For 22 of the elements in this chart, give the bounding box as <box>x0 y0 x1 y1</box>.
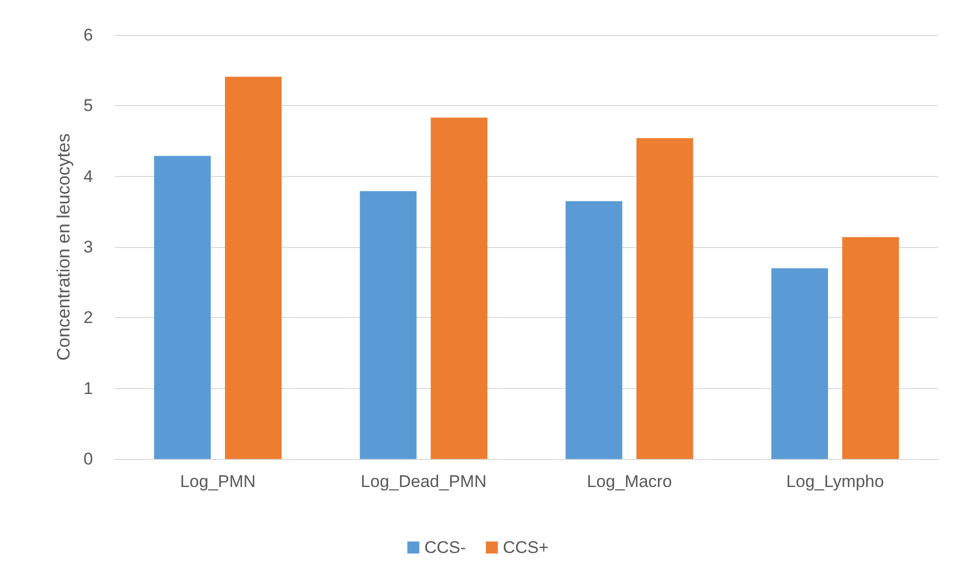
legend-label: CCS- <box>424 538 466 557</box>
bar <box>636 138 694 459</box>
bar <box>771 268 828 459</box>
legend-label: CCS+ <box>502 538 549 557</box>
bar <box>566 201 622 459</box>
y-tick-label: 3 <box>84 238 93 256</box>
x-tick-label: Log_Macro <box>586 472 672 491</box>
y-tick-label: 4 <box>84 166 93 186</box>
y-tick-label: 6 <box>84 26 93 44</box>
bar <box>154 156 211 459</box>
y-tick-label: 0 <box>84 450 93 468</box>
x-tick-label: Log_Dead_PMN <box>360 472 486 491</box>
bar <box>360 191 417 459</box>
bar <box>842 237 899 459</box>
x-tick-label: Log_PMN <box>180 472 256 491</box>
bar <box>224 76 282 459</box>
y-tick-label: 2 <box>84 308 93 328</box>
y-tick-label: 5 <box>84 96 93 116</box>
y-axis-title: Concentration en leucocytes <box>54 133 74 361</box>
y-tick-label: 1 <box>84 378 93 398</box>
x-tick-label: Log_Lympho <box>786 472 884 491</box>
bar <box>430 118 488 459</box>
